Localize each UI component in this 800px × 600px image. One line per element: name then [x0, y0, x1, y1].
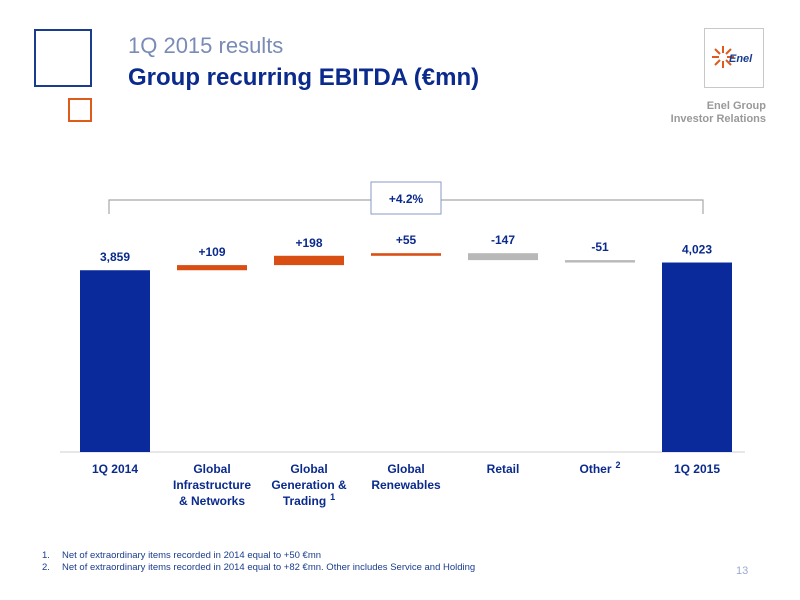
- enel-sun-icon: [712, 46, 734, 68]
- bar-3: [371, 253, 441, 256]
- category-superscript-2: 1: [330, 492, 335, 502]
- data-label-0: 3,859: [100, 250, 130, 264]
- category-label-2-line-1: Generation &: [271, 478, 347, 492]
- data-label-1: +109: [198, 245, 225, 259]
- bar-0: [80, 270, 150, 452]
- footnote-1-number: 1.: [42, 550, 50, 561]
- data-label-4: -147: [491, 233, 515, 247]
- category-label-3-line-1: Renewables: [371, 478, 441, 492]
- decorative-square-blue: [34, 29, 92, 87]
- enel-logo: Enel: [704, 28, 764, 88]
- category-label-3-line-0: Global: [387, 462, 424, 476]
- category-label-4-line-0: Retail: [487, 462, 520, 476]
- category-label-1-line-0: Global: [193, 462, 230, 476]
- category-label-1-line-2: & Networks: [179, 494, 245, 508]
- waterfall-chart: 3,859 1Q 2014 +109 Global Infrastructure & Ne…: [60, 181, 745, 508]
- data-label-5: -51: [591, 240, 609, 254]
- slide-subtitle: 1Q 2015 results: [128, 33, 284, 58]
- bar-1: [177, 265, 247, 271]
- decorative-square-orange: [68, 98, 92, 122]
- footnote-1: 1. Net of extraordinary items recorded in…: [42, 550, 475, 562]
- slide-title: Group recurring EBITDA (€mn): [128, 64, 480, 91]
- footnote-1-text: Net of extraordinary items recorded in 2…: [62, 550, 322, 561]
- category-label-0-line-0: 1Q 2014: [92, 462, 138, 476]
- department-line-1: Enel Group: [706, 100, 766, 112]
- category-label-1-line-1: Infrastructure: [173, 478, 251, 492]
- change-label: +4.2%: [389, 192, 424, 206]
- footnote-2: 2. Net of extraordinary items recorded in…: [42, 562, 475, 574]
- page-number: 13: [736, 565, 749, 577]
- department-label: Enel Group Investor Relations: [671, 100, 766, 126]
- category-superscript-5: 2: [616, 460, 621, 470]
- bar-6: [662, 262, 732, 452]
- footnote-2-text: Net of extraordinary items recorded in 2…: [62, 562, 476, 573]
- data-label-3: +55: [396, 233, 417, 247]
- footnotes: 1. Net of extraordinary items recorded in…: [42, 550, 475, 574]
- logo-text: Enel: [729, 53, 753, 65]
- bar-2: [274, 255, 344, 266]
- data-label-2: +198: [295, 236, 322, 250]
- data-label-6: 4,023: [682, 243, 712, 257]
- category-label-6-line-0: 1Q 2015: [674, 462, 720, 476]
- category-label-2-line-0: Global: [290, 462, 327, 476]
- category-label-2-line-2: Trading 1: [283, 492, 335, 508]
- footnote-2-number: 2.: [42, 562, 50, 573]
- bar-5: [565, 260, 635, 263]
- change-box: [370, 181, 442, 215]
- category-label-5-line-0: Other 2: [579, 460, 620, 476]
- bar-4: [468, 253, 538, 261]
- department-line-2: Investor Relations: [670, 113, 766, 125]
